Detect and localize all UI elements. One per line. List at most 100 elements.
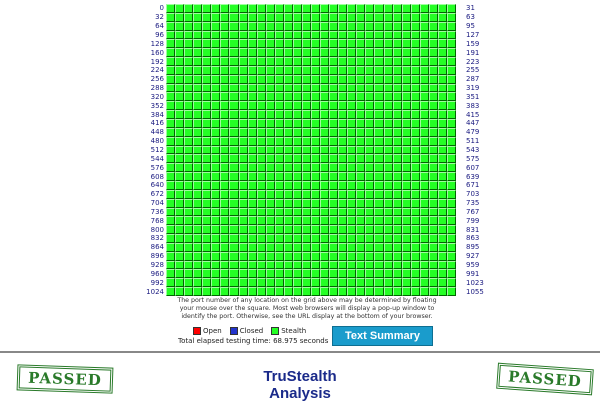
port-cell[interactable] (392, 260, 402, 270)
port-cell[interactable] (374, 189, 384, 199)
port-cell[interactable] (283, 251, 293, 261)
port-cell[interactable] (338, 4, 348, 13)
port-cell[interactable] (347, 225, 357, 235)
port-cell[interactable] (184, 269, 194, 279)
port-cell[interactable] (410, 287, 420, 296)
port-cell[interactable] (220, 12, 230, 22)
port-cell[interactable] (292, 83, 302, 93)
port-cell[interactable] (256, 242, 266, 252)
port-cell[interactable] (311, 145, 321, 155)
port-cell[interactable] (347, 145, 357, 155)
port-cell[interactable] (383, 234, 393, 243)
port-cell[interactable] (274, 12, 284, 22)
port-cell[interactable] (428, 83, 438, 93)
port-cell[interactable] (437, 65, 447, 75)
port-cell[interactable] (229, 216, 239, 226)
port-cell[interactable] (274, 216, 284, 226)
port-cell[interactable] (365, 251, 375, 261)
port-cell[interactable] (166, 119, 176, 128)
port-cell[interactable] (428, 57, 438, 66)
port-cell[interactable] (229, 101, 239, 111)
port-cell[interactable] (410, 48, 420, 58)
port-cell[interactable] (320, 163, 330, 173)
port-cell[interactable] (446, 65, 456, 75)
port-cell[interactable] (410, 225, 420, 235)
port-cell[interactable] (419, 145, 429, 155)
port-cell[interactable] (419, 172, 429, 181)
port-cell[interactable] (247, 12, 257, 22)
port-cell[interactable] (256, 92, 266, 102)
port-cell[interactable] (374, 198, 384, 208)
port-cell[interactable] (410, 4, 420, 13)
port-cell[interactable] (392, 4, 402, 13)
port-cell[interactable] (329, 12, 339, 22)
port-cell[interactable] (401, 110, 411, 120)
port-cell[interactable] (166, 136, 176, 146)
port-cell[interactable] (274, 127, 284, 137)
port-cell[interactable] (193, 260, 203, 270)
port-cell[interactable] (283, 198, 293, 208)
port-cell[interactable] (211, 136, 221, 146)
port-cell[interactable] (347, 260, 357, 270)
port-cell[interactable] (383, 74, 393, 84)
port-cell[interactable] (392, 180, 402, 190)
port-cell[interactable] (401, 207, 411, 217)
port-cell[interactable] (292, 216, 302, 226)
port-cell[interactable] (229, 12, 239, 22)
port-cell[interactable] (193, 4, 203, 13)
port-cell[interactable] (356, 83, 366, 93)
port-cell[interactable] (166, 30, 176, 40)
port-cell[interactable] (320, 269, 330, 279)
port-cell[interactable] (329, 172, 339, 181)
port-cell[interactable] (446, 216, 456, 226)
port-cell[interactable] (392, 251, 402, 261)
port-cell[interactable] (166, 12, 176, 22)
port-cell[interactable] (238, 242, 248, 252)
port-cell[interactable] (410, 234, 420, 243)
port-cell[interactable] (247, 92, 257, 102)
port-cell[interactable] (446, 48, 456, 58)
port-cell[interactable] (401, 92, 411, 102)
port-cell[interactable] (193, 119, 203, 128)
port-cell[interactable] (274, 65, 284, 75)
port-cell[interactable] (347, 39, 357, 49)
port-cell[interactable] (365, 180, 375, 190)
port-cell[interactable] (274, 198, 284, 208)
port-cell[interactable] (347, 83, 357, 93)
port-cell[interactable] (338, 136, 348, 146)
port-cell[interactable] (383, 136, 393, 146)
port-cell[interactable] (292, 4, 302, 13)
port-cell[interactable] (238, 12, 248, 22)
port-cell[interactable] (356, 110, 366, 120)
port-cell[interactable] (274, 110, 284, 120)
port-cell[interactable] (301, 242, 311, 252)
port-cell[interactable] (419, 65, 429, 75)
port-cell[interactable] (301, 225, 311, 235)
port-cell[interactable] (428, 198, 438, 208)
port-cell[interactable] (220, 145, 230, 155)
port-cell[interactable] (265, 172, 275, 181)
port-cell[interactable] (247, 83, 257, 93)
port-cell[interactable] (301, 127, 311, 137)
port-cell[interactable] (329, 65, 339, 75)
port-cell[interactable] (383, 198, 393, 208)
port-cell[interactable] (283, 225, 293, 235)
port-cell[interactable] (256, 172, 266, 181)
port-cell[interactable] (320, 4, 330, 13)
port-cell[interactable] (320, 287, 330, 296)
port-cell[interactable] (311, 65, 321, 75)
port-cell[interactable] (338, 65, 348, 75)
port-cell[interactable] (311, 127, 321, 137)
port-cell[interactable] (301, 4, 311, 13)
port-cell[interactable] (301, 110, 311, 120)
port-cell[interactable] (247, 269, 257, 279)
port-cell[interactable] (446, 198, 456, 208)
port-cell[interactable] (365, 127, 375, 137)
port-cell[interactable] (220, 39, 230, 49)
port-cell[interactable] (329, 180, 339, 190)
port-cell[interactable] (365, 119, 375, 128)
port-cell[interactable] (175, 180, 185, 190)
port-cell[interactable] (365, 260, 375, 270)
port-cell[interactable] (320, 127, 330, 137)
port-cell[interactable] (292, 189, 302, 199)
